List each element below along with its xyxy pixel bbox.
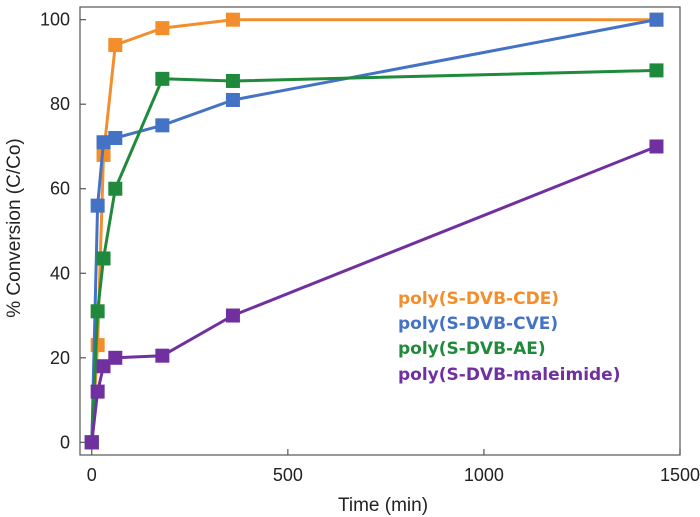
data-point: [108, 350, 123, 365]
legend-entry-cde: poly(S-DVB-CDE): [398, 289, 559, 309]
legend-entry-maleimide: poly(S-DVB-maleimide): [398, 365, 621, 385]
data-point: [155, 21, 170, 36]
data-point: [225, 12, 240, 27]
data-point: [649, 12, 664, 27]
legend-entry-cve: poly(S-DVB-CVE): [398, 314, 558, 334]
x-tick-label: 500: [273, 465, 303, 485]
data-point: [96, 359, 111, 374]
series-3: [84, 63, 664, 450]
series-4: [84, 139, 664, 450]
data-point: [225, 73, 240, 88]
series-2: [84, 12, 664, 450]
y-tick-label: 20: [50, 348, 70, 368]
data-point: [108, 131, 123, 146]
y-axis-title: % Conversion (C/Co): [4, 138, 25, 318]
data-point: [225, 92, 240, 107]
data-point: [155, 71, 170, 86]
legend: poly(S-DVB-CDE) poly(S-DVB-CVE) poly(S-D…: [398, 289, 621, 385]
data-point: [649, 63, 664, 78]
data-point: [108, 181, 123, 196]
x-tick-label: 0: [87, 465, 97, 485]
plot-frame: [79, 6, 681, 456]
data-point: [649, 139, 664, 154]
data-point: [84, 435, 99, 450]
y-tick-label: 0: [60, 432, 70, 452]
data-point: [90, 304, 105, 319]
y-tick-label: 100: [40, 10, 70, 30]
series-line: [90, 145, 658, 443]
data-point: [96, 251, 111, 266]
y-tick-label: 60: [50, 179, 70, 199]
series-group: [84, 12, 664, 450]
y-tick-label: 80: [50, 94, 70, 114]
legend-entry-ae: poly(S-DVB-AE): [398, 339, 546, 359]
data-point: [90, 384, 105, 399]
y-tick-label: 40: [50, 263, 70, 283]
axes: 0 500 1000 1500 0 20 40 60 80 100: [40, 6, 700, 485]
x-tick-label: 1000: [464, 465, 504, 485]
data-point: [108, 38, 123, 53]
x-tick-label: 1500: [660, 465, 700, 485]
x-axis-title: Time (min): [338, 495, 428, 516]
data-point: [96, 135, 111, 150]
data-point: [90, 198, 105, 213]
series-line: [90, 68, 657, 443]
data-point: [155, 118, 170, 133]
data-point: [225, 308, 240, 323]
data-point: [155, 348, 170, 363]
